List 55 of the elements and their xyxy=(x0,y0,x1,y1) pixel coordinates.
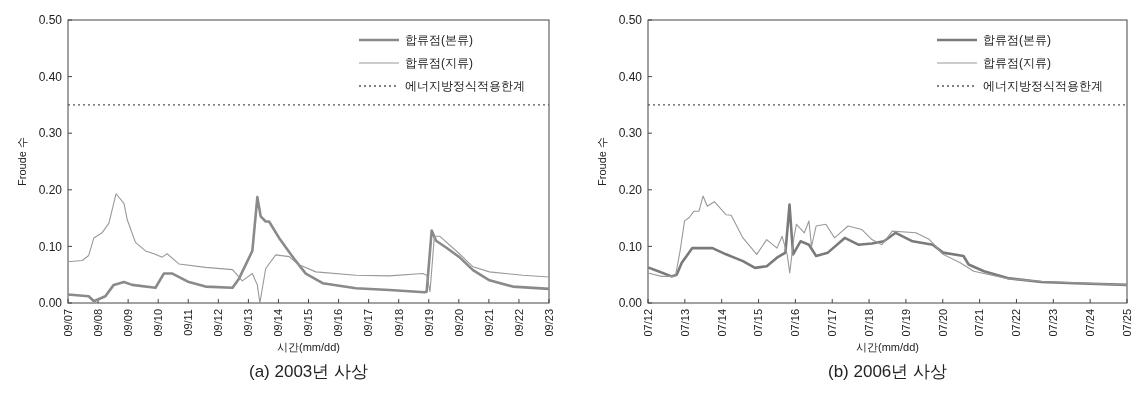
y-tick-label: 0.50 xyxy=(618,13,643,28)
legend-label: 합류점(지류) xyxy=(983,56,1051,71)
legend-label: 합류점(본류) xyxy=(405,33,473,48)
y-tick-label: 0.00 xyxy=(38,296,63,311)
y-axis-title: Froude 수 xyxy=(16,137,28,186)
y-tick-label: 0.40 xyxy=(38,69,63,84)
y-tick-label: 0.40 xyxy=(618,69,643,84)
legend-label: 합류점(본류) xyxy=(983,33,1051,48)
x-tick-label: 09/19 xyxy=(422,309,435,337)
x-tick-label: 07/14 xyxy=(715,309,728,337)
legend-label: 에너지방정식적용한계 xyxy=(405,79,525,94)
text: (a) 2003년 사상 xyxy=(248,362,369,381)
x-tick-label: 07/24 xyxy=(1084,309,1096,337)
x-tick-label: 07/15 xyxy=(752,309,765,337)
x-tick-label: 09/20 xyxy=(452,309,465,337)
x-axis-title: 시간(mm/dd) xyxy=(277,341,340,353)
x-tick-label: 09/12 xyxy=(212,309,225,337)
x-tick-label: 07/12 xyxy=(641,309,654,337)
x-tick-label: 07/25 xyxy=(1120,309,1133,337)
x-tick-label: 07/18 xyxy=(862,309,875,337)
x-tick-label: 09/14 xyxy=(272,309,285,337)
x-tick-label: 09/08 xyxy=(91,309,104,337)
x-tick-label: 09/11 xyxy=(182,309,195,336)
legend-label: 에너지방정식적용한계 xyxy=(983,79,1103,94)
x-tick-label: 09/10 xyxy=(152,309,165,337)
x-tick-label: 07/19 xyxy=(899,309,912,337)
y-tick-label: 0.10 xyxy=(38,239,63,254)
y-axis-title: Froude 수 xyxy=(596,137,608,186)
y-tick-label: 0.00 xyxy=(618,296,643,311)
x-tick-label: 07/13 xyxy=(678,309,691,337)
x-tick-label: 07/17 xyxy=(826,309,839,337)
x-tick-label: 07/16 xyxy=(789,309,802,337)
y-tick-label: 0.20 xyxy=(618,183,643,197)
x-axis-title: 시간(mm/dd) xyxy=(856,341,919,353)
x-tick-label: 09/17 xyxy=(362,309,375,337)
x-tick-label: 07/22 xyxy=(1010,309,1023,337)
x-tick-label: 09/07 xyxy=(61,309,74,337)
y-tick-label: 0.20 xyxy=(38,183,63,197)
x-tick-label: 07/23 xyxy=(1047,309,1060,337)
legend-label: 합류점(지류) xyxy=(405,56,473,71)
x-tick-label: 09/21 xyxy=(482,309,495,337)
y-tick-label: 0.10 xyxy=(618,239,643,254)
y-tick-label: 0.30 xyxy=(618,126,643,141)
y-tick-label: 0.50 xyxy=(38,13,63,28)
x-tick-label: 09/18 xyxy=(392,309,405,337)
x-tick-label: 09/13 xyxy=(242,309,255,337)
x-tick-label: 09/16 xyxy=(332,309,345,337)
x-tick-label: 07/21 xyxy=(973,309,986,337)
x-tick-label: 09/15 xyxy=(302,309,315,337)
x-tick-label: 07/20 xyxy=(936,309,949,337)
x-tick-label: 09/22 xyxy=(512,309,525,337)
y-tick-label: 0.30 xyxy=(38,126,63,141)
text: (b) 2006년 사상 xyxy=(827,362,948,381)
x-tick-label: 09/23 xyxy=(542,309,555,337)
x-tick-label: 09/09 xyxy=(121,309,134,337)
